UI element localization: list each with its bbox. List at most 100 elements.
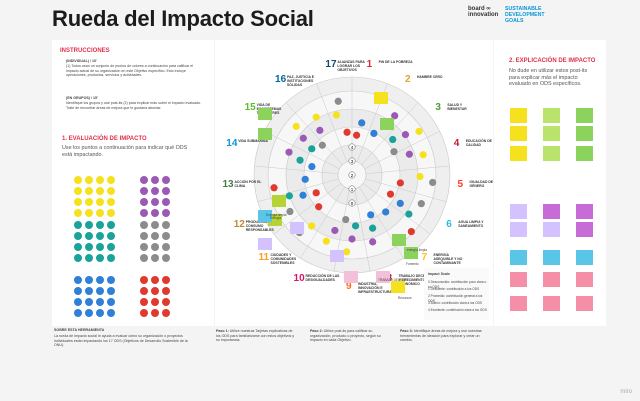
color-dot[interactable] [162, 176, 170, 184]
color-dot[interactable] [74, 221, 82, 229]
sticky-note[interactable] [391, 281, 405, 293]
color-dot[interactable] [107, 209, 115, 217]
color-dot[interactable] [107, 198, 115, 206]
sticky-note[interactable] [543, 146, 560, 161]
color-dot[interactable] [140, 276, 148, 284]
color-dot[interactable] [162, 287, 170, 295]
color-dot[interactable] [74, 309, 82, 317]
color-dot[interactable] [74, 287, 82, 295]
blue-dots[interactable] [74, 276, 115, 317]
color-dot[interactable] [140, 198, 148, 206]
sticky-note[interactable] [510, 126, 527, 141]
color-dot[interactable] [85, 176, 93, 184]
color-dot[interactable] [85, 254, 93, 262]
color-dot[interactable] [85, 309, 93, 317]
color-dot[interactable] [85, 198, 93, 206]
color-dot[interactable] [74, 198, 82, 206]
sticky-note[interactable] [576, 126, 593, 141]
color-dot[interactable] [74, 254, 82, 262]
color-dot[interactable] [74, 232, 82, 240]
color-dot[interactable] [140, 298, 148, 306]
color-dot[interactable] [151, 276, 159, 284]
color-dot[interactable] [96, 209, 104, 217]
color-dot[interactable] [85, 298, 93, 306]
sticky-note[interactable] [376, 271, 390, 283]
color-dot[interactable] [107, 187, 115, 195]
color-dot[interactable] [107, 176, 115, 184]
sticky-note[interactable] [510, 250, 527, 265]
color-dot[interactable] [162, 198, 170, 206]
sticky-note[interactable] [576, 272, 593, 287]
color-dot[interactable] [151, 176, 159, 184]
gray-dots[interactable] [140, 221, 170, 262]
color-dot[interactable] [107, 298, 115, 306]
color-dot[interactable] [85, 243, 93, 251]
purple-dots[interactable] [140, 176, 170, 217]
sticky-note[interactable] [576, 146, 593, 161]
color-dot[interactable] [107, 243, 115, 251]
sticky-note[interactable] [543, 250, 560, 265]
sticky-note[interactable] [510, 272, 527, 287]
color-dot[interactable] [162, 243, 170, 251]
color-dot[interactable] [140, 254, 148, 262]
sticky-note[interactable] [374, 92, 388, 104]
color-dot[interactable] [96, 309, 104, 317]
color-dot[interactable] [140, 221, 148, 229]
color-dot[interactable] [162, 309, 170, 317]
color-dot[interactable] [96, 187, 104, 195]
sticky-note[interactable] [258, 238, 272, 250]
sticky-note[interactable] [543, 272, 560, 287]
sticky-note[interactable] [576, 250, 593, 265]
sticky-note[interactable] [543, 296, 560, 311]
color-dot[interactable] [85, 287, 93, 295]
color-dot[interactable] [85, 209, 93, 217]
color-dot[interactable] [74, 276, 82, 284]
sticky-note[interactable] [576, 108, 593, 123]
sticky-note[interactable] [510, 108, 527, 123]
color-dot[interactable] [96, 221, 104, 229]
color-dot[interactable] [96, 243, 104, 251]
red-dots[interactable] [140, 276, 170, 317]
sticky-note[interactable] [258, 128, 272, 140]
teal-dots[interactable] [74, 221, 115, 262]
sticky-note[interactable] [510, 146, 527, 161]
color-dot[interactable] [96, 287, 104, 295]
color-dot[interactable] [140, 232, 148, 240]
color-dot[interactable] [107, 309, 115, 317]
color-dot[interactable] [140, 187, 148, 195]
sticky-note[interactable] [543, 126, 560, 141]
sticky-note[interactable] [272, 195, 286, 207]
sticky-note[interactable] [258, 210, 272, 222]
color-dot[interactable] [96, 276, 104, 284]
color-dot[interactable] [74, 243, 82, 251]
color-dot[interactable] [85, 232, 93, 240]
sticky-note[interactable] [258, 108, 272, 120]
color-dot[interactable] [140, 287, 148, 295]
color-dot[interactable] [107, 254, 115, 262]
color-dot[interactable] [151, 287, 159, 295]
color-dot[interactable] [85, 221, 93, 229]
yellow-dots[interactable] [74, 176, 115, 217]
sticky-note[interactable] [543, 222, 560, 237]
color-dot[interactable] [151, 221, 159, 229]
color-dot[interactable] [85, 276, 93, 284]
color-dot[interactable] [74, 298, 82, 306]
color-dot[interactable] [151, 298, 159, 306]
color-dot[interactable] [151, 232, 159, 240]
color-dot[interactable] [96, 254, 104, 262]
color-dot[interactable] [107, 232, 115, 240]
color-dot[interactable] [96, 232, 104, 240]
color-dot[interactable] [151, 209, 159, 217]
sticky-note[interactable] [576, 222, 593, 237]
color-dot[interactable] [107, 276, 115, 284]
color-dot[interactable] [96, 198, 104, 206]
color-dot[interactable] [151, 187, 159, 195]
color-dot[interactable] [74, 209, 82, 217]
color-dot[interactable] [162, 232, 170, 240]
sticky-note[interactable] [543, 204, 560, 219]
sticky-note[interactable] [543, 108, 560, 123]
sticky-note[interactable] [380, 118, 394, 130]
color-dot[interactable] [140, 176, 148, 184]
sticky-note[interactable] [404, 247, 418, 259]
